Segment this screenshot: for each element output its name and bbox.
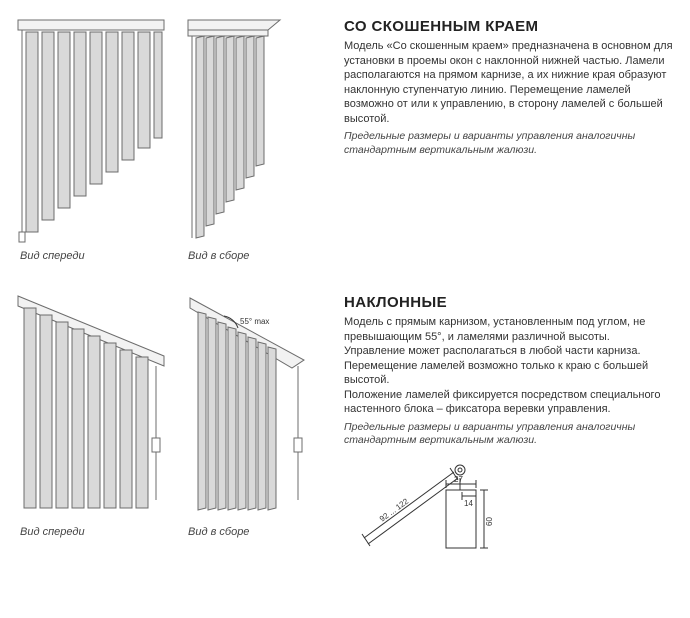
beveled-front-svg xyxy=(16,14,166,244)
label-assembled-2: Вид в сборе xyxy=(184,526,249,538)
angle-label: 55° max xyxy=(240,317,269,326)
section1-body: Модель «Со скошенным краем» предназначен… xyxy=(344,39,674,126)
section2-note: Предельные размеры и варианты управления… xyxy=(344,421,674,448)
inclined-assembled-svg: 55° max xyxy=(184,290,324,520)
section2-text: НАКЛОННЫЕ Модель с прямым карнизом, уста… xyxy=(344,290,674,564)
illus-assembled-1: Вид в сборе xyxy=(184,14,324,262)
dim-diag: 92 ... 122 xyxy=(378,496,411,523)
section2-title: НАКЛОННЫЕ xyxy=(344,294,674,311)
tech-dimension-diagram: 92 ... 122 27 14 60 xyxy=(352,454,502,564)
beveled-assembled-svg xyxy=(184,14,324,244)
dim-right: 60 xyxy=(485,516,494,525)
section1-illustrations: Вид спереди Вид в сб xyxy=(16,14,326,262)
dim-top: 27 xyxy=(454,475,463,484)
section2-illustrations: Вид спереди 55° max xyxy=(16,290,326,564)
section2-body: Модель с прямым карнизом, установленным … xyxy=(344,315,674,417)
section-inclined: Вид спереди 55° max xyxy=(16,290,674,564)
label-front-2: Вид спереди xyxy=(16,526,85,538)
illus-front-2: Вид спереди xyxy=(16,290,166,564)
section1-title: СО СКОШЕННЫМ КРАЕМ xyxy=(344,18,674,35)
inclined-front-svg xyxy=(16,290,166,520)
illus-front-1: Вид спереди xyxy=(16,14,166,262)
label-front-1: Вид спереди xyxy=(16,250,85,262)
section1-note: Предельные размеры и варианты управления… xyxy=(344,130,674,157)
section1-text: СО СКОШЕННЫМ КРАЕМ Модель «Со скошенным … xyxy=(344,14,674,262)
section-beveled: Вид спереди Вид в сб xyxy=(16,14,674,262)
dim-mid: 14 xyxy=(464,499,473,508)
illus-assembled-2: 55° max Вид в сборе xyxy=(184,290,324,564)
label-assembled-1: Вид в сборе xyxy=(184,250,249,262)
